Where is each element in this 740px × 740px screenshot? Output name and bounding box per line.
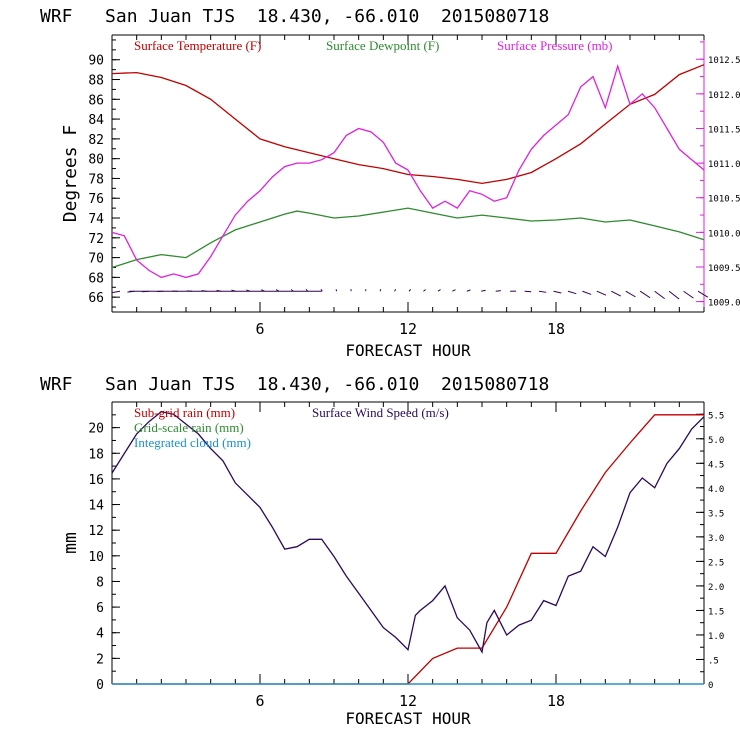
- legend-entry: Surface Pressure (mb): [497, 38, 613, 53]
- wind-barb: [567, 290, 577, 295]
- series-line-1: [111, 207, 705, 269]
- wind-barb: [320, 289, 323, 292]
- wind-barb: [394, 289, 397, 292]
- y2-tick-label: 4.0: [708, 485, 724, 495]
- y-axis-label: Degrees F: [60, 125, 81, 223]
- y2-tick-label: 3.5: [708, 509, 724, 519]
- y-tick-label: 4: [96, 627, 104, 642]
- wind-barb: [495, 290, 501, 292]
- y-tick-label: 18: [88, 447, 104, 462]
- y2-tick-label: 5.0: [708, 436, 724, 446]
- y-axis-label: mm: [60, 532, 81, 554]
- y2-tick-label: 5.5: [708, 411, 724, 421]
- y2-tick-label: 2.0: [708, 583, 724, 593]
- wind-barb: [596, 290, 607, 296]
- y-tick-label: 78: [88, 172, 104, 187]
- y-tick-label: 14: [88, 499, 104, 514]
- y-tick-label: 2: [96, 652, 104, 667]
- y-tick-label: 12: [88, 524, 104, 539]
- legend-entry: Grid-scale rain (mm): [134, 420, 244, 435]
- wind-barb: [335, 289, 338, 292]
- y-tick-label: 74: [88, 212, 104, 227]
- y-tick-label: 88: [88, 74, 104, 89]
- y-tick-label: 86: [88, 93, 104, 108]
- wind-barb: [625, 290, 636, 298]
- y2-tick-label: 3.0: [708, 534, 724, 544]
- series-line-0: [112, 414, 704, 685]
- wind-barb: [668, 290, 680, 300]
- wind-barb: [466, 289, 471, 292]
- series-line-3: [111, 411, 705, 655]
- y2-tick-label: 1011.5: [708, 125, 740, 135]
- series-line-0: [111, 64, 705, 185]
- x-tick-label: 18: [547, 320, 565, 338]
- y2-tick-label: 1012.0: [708, 91, 740, 101]
- y2-tick-label: 1.5: [708, 607, 724, 617]
- y2-tick-label: 1011.0: [708, 160, 740, 170]
- wind-barb: [639, 290, 651, 299]
- y2-tick-label: 1010.0: [708, 229, 740, 239]
- chart-title: WRF San Juan TJS 18.430, -66.010 2015080…: [40, 374, 549, 395]
- wind-barb: [481, 289, 486, 292]
- y2-tick-label: 1012.5: [708, 56, 740, 66]
- y2-tick-label: 1009.5: [708, 264, 740, 274]
- legend-entry: Surface Wind Speed (m/s): [312, 405, 449, 420]
- y-tick-label: 8: [96, 575, 104, 590]
- y-tick-label: 72: [88, 232, 104, 247]
- y2-tick-label: 2.5: [708, 558, 724, 568]
- y2-tick-label: 1.0: [708, 632, 724, 642]
- x-tick-label: 12: [399, 320, 417, 338]
- y2-tick-label: 4.5: [708, 460, 724, 470]
- y-tick-label: 10: [88, 550, 104, 565]
- y2-tick-label: 1009.0: [708, 299, 740, 309]
- y2-tick-label: 0: [708, 681, 713, 691]
- x-tick-label: 18: [547, 692, 565, 710]
- wind-barb: [683, 290, 694, 299]
- chart-title: WRF San Juan TJS 18.430, -66.010 2015080…: [40, 6, 549, 27]
- wind-barb: [553, 290, 562, 294]
- wind-barb: [538, 290, 547, 293]
- y-tick-label: 76: [88, 192, 104, 207]
- y-tick-label: 70: [88, 252, 104, 267]
- y-tick-label: 6: [96, 601, 104, 616]
- wind-barb: [379, 289, 382, 292]
- y-tick-label: 82: [88, 133, 104, 148]
- wind-barb: [408, 289, 412, 292]
- wind-barb: [697, 290, 709, 298]
- legend-entry: Sub-grid rain (mm): [134, 405, 235, 420]
- x-axis-label: FORECAST HOUR: [345, 709, 471, 728]
- y-tick-label: 20: [88, 422, 104, 437]
- x-axis-label: FORECAST HOUR: [345, 341, 471, 360]
- wind-barb: [112, 290, 121, 293]
- y-tick-label: 0: [96, 678, 104, 693]
- y2-tick-label: .5: [708, 656, 719, 666]
- y-tick-label: 84: [88, 113, 104, 128]
- series-line-2: [111, 64, 705, 279]
- y-tick-label: 80: [88, 153, 104, 168]
- y-tick-label: 90: [88, 54, 104, 69]
- y-tick-label: 68: [88, 271, 104, 286]
- x-tick-label: 6: [255, 320, 264, 338]
- wind-barb: [582, 290, 592, 295]
- y-tick-label: 66: [88, 291, 104, 306]
- x-tick-label: 6: [255, 692, 264, 710]
- legend-entry: Surface Temperature (F): [134, 38, 261, 53]
- wind-barb: [437, 289, 441, 292]
- wind-barb: [611, 290, 622, 297]
- legend-entry: Integrated cloud (mm): [134, 435, 251, 450]
- legend-entry: Surface Dewpoint (F): [326, 38, 439, 53]
- x-tick-label: 12: [399, 692, 417, 710]
- y-tick-label: 16: [88, 473, 104, 488]
- wind-barb: [654, 290, 665, 300]
- wind-barb: [452, 289, 456, 292]
- y2-tick-label: 1010.5: [708, 195, 740, 205]
- wind-barb: [423, 289, 426, 292]
